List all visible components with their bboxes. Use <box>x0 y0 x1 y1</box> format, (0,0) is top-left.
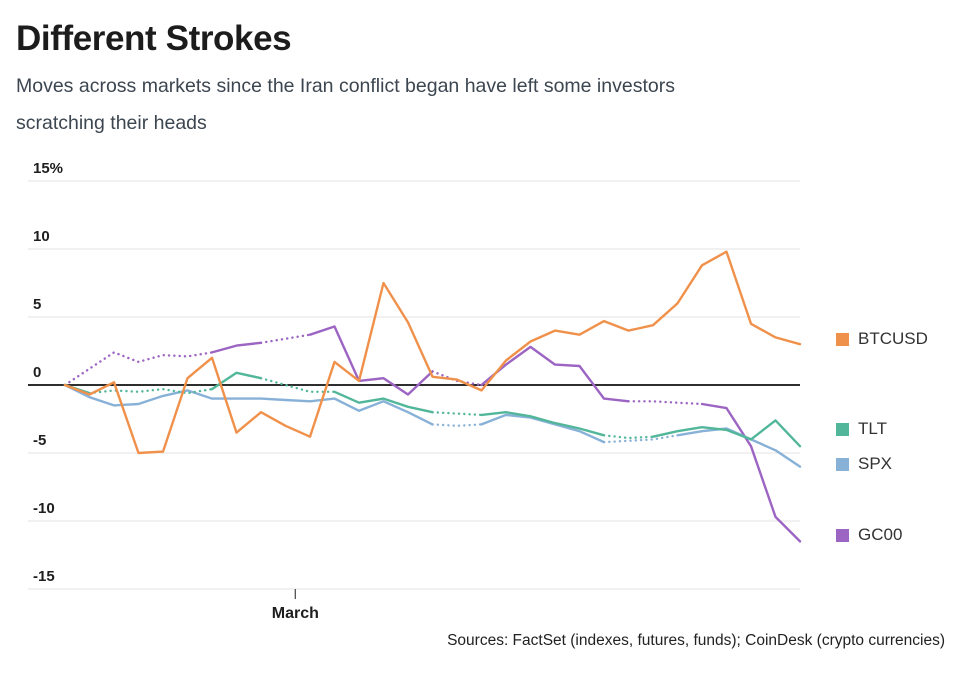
y-tick-label: 15% <box>33 160 63 177</box>
series-line-GC00 <box>308 325 434 396</box>
series-line-TLT <box>651 419 802 448</box>
series-line-GC00 <box>480 345 630 403</box>
series-line-GC00 <box>210 341 263 354</box>
legend-item-spx: SPX <box>836 454 892 474</box>
legend-label-btcusd: BTCUSD <box>858 329 928 348</box>
y-tick-label: -15 <box>33 568 55 585</box>
legend-item-gc00: GC00 <box>836 525 902 545</box>
legend-item-tlt: TLT <box>836 419 887 439</box>
legend-label-gc00: GC00 <box>858 525 903 544</box>
page-title: Different Strokes <box>16 19 292 58</box>
tlt-color-swatch <box>836 422 849 436</box>
series-line-TLT <box>480 411 606 437</box>
series-line-GC00 <box>700 402 802 543</box>
chart-subtitle-line-1: Moves across markets since the Iran conf… <box>16 75 675 97</box>
source-note: Sources: FactSet (indexes, futures, fund… <box>447 632 945 649</box>
chart-subtitle-line-2: scratching their heads <box>16 112 207 134</box>
spx-color-swatch <box>836 457 849 471</box>
x-tick-label: March <box>272 605 319 622</box>
series-line-TLT <box>431 411 483 417</box>
legend-label-tlt: TLT <box>858 419 887 438</box>
series-line-TLT <box>88 387 214 395</box>
chart-header: Different Strokes Moves across markets s… <box>0 18 961 142</box>
series-line-SPX <box>63 383 434 426</box>
series-line-SPX <box>431 423 483 427</box>
y-tick-label: -10 <box>33 500 55 517</box>
btcusd-color-swatch <box>836 332 849 346</box>
gc00-color-swatch <box>836 528 849 542</box>
y-tick-label: 0 <box>33 364 41 381</box>
series-line-SPX <box>480 413 606 444</box>
legend-item-btcusd: BTCUSD <box>836 329 928 349</box>
series-line-GC00 <box>627 400 704 406</box>
series-line-SPX <box>602 434 679 444</box>
y-tick-label: 10 <box>33 228 50 245</box>
series-line-TLT <box>259 377 336 393</box>
series-line-GC00 <box>63 351 214 387</box>
y-tick-label: -5 <box>33 432 46 449</box>
legend-label-spx: SPX <box>858 454 893 473</box>
series-line-GC00 <box>259 333 312 344</box>
series-line-BTCUSD <box>63 250 802 455</box>
series-line-TLT <box>333 390 434 414</box>
series-line-TLT <box>602 434 655 440</box>
y-tick-label: 5 <box>33 296 41 313</box>
